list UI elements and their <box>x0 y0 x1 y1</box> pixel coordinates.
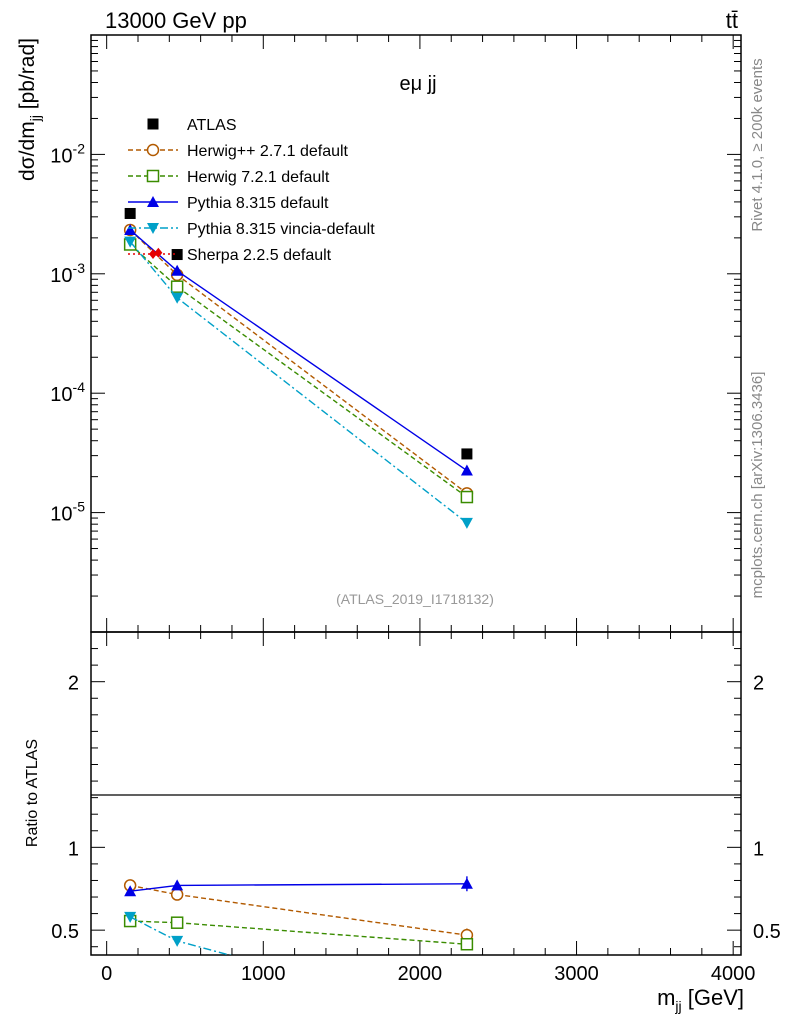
ratio-y-tick-label-right: 2 <box>753 673 764 695</box>
x-tick-label: 1000 <box>241 963 286 985</box>
ratio-y-tick-label: 0.5 <box>51 921 79 943</box>
ratio-point-herwig7 <box>460 937 474 951</box>
data-point-vincia <box>171 292 184 304</box>
data-point-herwig7 <box>460 490 474 504</box>
data-point-pythia <box>460 464 473 476</box>
data-point-pythia <box>171 264 184 276</box>
legend-label-atlas: ATLAS <box>187 117 237 134</box>
y-tick-label: 10-5 <box>50 499 85 526</box>
data-point-sherpa <box>154 247 163 258</box>
data-point-atlas <box>124 207 136 219</box>
y-tick-label: 10-4 <box>50 379 85 406</box>
legend-marker-atlas <box>147 118 159 130</box>
ratio-point-herwig7 <box>170 916 184 929</box>
main-series-group <box>123 207 474 529</box>
x-tick-label: 3000 <box>554 963 599 985</box>
data-point-atlas <box>461 448 473 460</box>
ratio-point-pythia <box>171 879 184 891</box>
main-y-axis-label: dσ/dmjj [pb/rad] <box>16 38 43 181</box>
legend: ATLAS Herwig++ 2.7.1 default Herwig 7.2.1 … <box>128 117 375 264</box>
legend-label-herwig7: Herwig 7.2.1 default <box>187 169 330 186</box>
ratio-point-pythia <box>460 877 473 889</box>
ratio-axis-ticks: 0.5 0.5 1 1 2 2 0 1000 2000 3000 4000 <box>51 632 781 985</box>
process-label: tt̄ <box>726 8 738 33</box>
x-tick-label: 0 <box>101 963 112 985</box>
data-point-atlas <box>171 249 183 261</box>
x-axis-label: mjj [GeV] <box>657 985 744 1014</box>
analysis-label: (ATLAS_2019_I1718132) <box>336 591 494 607</box>
ratio-y-tick-label: 2 <box>68 673 79 695</box>
legend-marker-vincia <box>147 223 159 234</box>
y-tick-label: 10-2 <box>50 140 85 167</box>
ratio-line-herwig_pp <box>130 884 468 936</box>
side-label-bottom: mcplots.cern.ch [arXiv:1306.3436] <box>749 372 766 599</box>
x-tick-label: 4000 <box>711 963 756 985</box>
data-point-herwig7 <box>170 280 184 293</box>
ratio-y-axis-label: Ratio to ATLAS <box>24 739 41 847</box>
data-point-vincia <box>124 236 137 248</box>
legend-label-pythia: Pythia 8.315 default <box>187 195 329 212</box>
data-point-vincia <box>460 517 473 529</box>
ratio-series-group <box>123 876 474 955</box>
y-tick-label: 10-3 <box>50 260 85 287</box>
ratio-y-tick-label: 1 <box>68 838 79 860</box>
ratio-plot-frame <box>90 631 742 956</box>
legend-marker-sherpa <box>149 249 157 259</box>
ratio-y-tick-label-right: 0.5 <box>753 921 781 943</box>
legend-marker-pythia <box>147 196 159 207</box>
panel-label: eμ jj <box>399 73 436 95</box>
legend-label-sherpa: Sherpa 2.2.5 default <box>187 247 332 264</box>
data-point-pythia <box>124 223 137 235</box>
legend-label-herwig_pp: Herwig++ 2.7.1 default <box>187 143 349 160</box>
ratio-y-tick-label-right: 1 <box>753 838 764 860</box>
legend-marker-herwig7 <box>146 169 160 183</box>
ratio-point-herwig_pp <box>170 888 184 901</box>
ratio-series-clipped <box>123 876 474 955</box>
legend-marker-herwig_pp <box>146 143 160 157</box>
ratio-point-vincia <box>124 911 137 923</box>
energy-label: 13000 GeV pp <box>105 8 247 33</box>
ratio-point-vincia <box>171 935 184 947</box>
ratio-line-herwig7 <box>130 920 467 945</box>
ratio-point-pythia <box>124 885 137 897</box>
main-axis-ticks: 10-2 10-3 10-4 10-5 <box>50 35 741 633</box>
x-tick-label: 2000 <box>398 963 443 985</box>
side-label-top: Rivet 4.1.0, ≥ 200k events <box>749 58 766 231</box>
series-line-pythia <box>129 229 468 472</box>
legend-label-vincia: Pythia 8.315 vincia-default <box>187 221 375 238</box>
series-line-herwig_pp <box>129 229 468 494</box>
